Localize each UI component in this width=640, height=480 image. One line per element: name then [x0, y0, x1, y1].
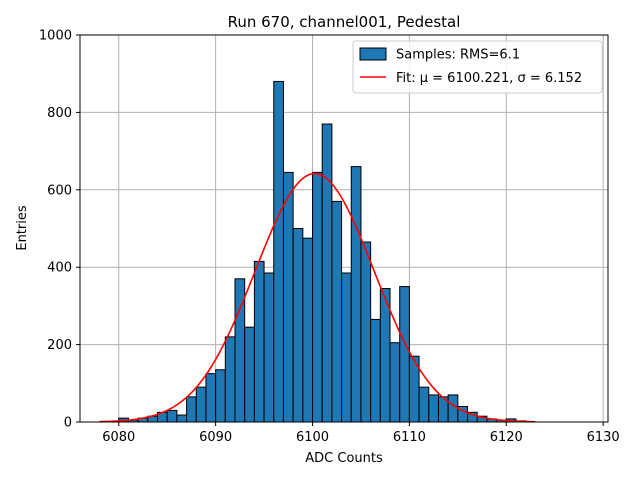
legend: Samples: RMS=6.1 Fit: μ = 6100.221, σ = … [352, 40, 603, 94]
x-tick-label: 6110 [393, 430, 426, 445]
plot-frame [79, 34, 609, 423]
histogram-bar [166, 409, 178, 423]
x-axis-label: ADC Counts [305, 451, 383, 466]
y-tick-label: 600 [47, 183, 72, 198]
y-tick-label: 200 [47, 338, 72, 353]
chart-title: Run 670, channel001, Pedestal [228, 13, 461, 31]
histogram-bars [118, 80, 527, 423]
histogram-bar [273, 80, 284, 423]
histogram-bar [215, 369, 226, 423]
histogram-bar [263, 272, 275, 423]
histogram-bar [418, 386, 430, 423]
histogram-bar [350, 166, 362, 423]
histogram-bar [331, 200, 343, 423]
y-tick-label: 1000 [39, 29, 72, 44]
histogram-bar [176, 414, 188, 423]
histogram-bar [292, 228, 304, 423]
y-axis-label: Entries [15, 205, 30, 251]
y-tick-label: 0 [64, 416, 72, 431]
histogram-bar [370, 318, 381, 423]
histogram-bar [399, 286, 410, 423]
histogram-bar [389, 342, 401, 423]
histogram-bar [360, 241, 372, 423]
histogram-bar [428, 394, 439, 423]
x-axis: 6080 6090 6100 6110 6120 6130 [102, 422, 620, 445]
histogram-bar [282, 171, 294, 423]
legend-swatch-samples [359, 47, 387, 61]
legend-label-samples: Samples: RMS=6.1 [396, 48, 520, 63]
histogram-bar [321, 123, 333, 423]
histogram-bar [244, 326, 255, 423]
x-tick-label: 6090 [199, 430, 232, 445]
y-axis: 0 200 400 600 800 1000 [39, 29, 80, 431]
histogram-bar [195, 386, 207, 423]
legend-label-fit: Fit: μ = 6100.221, σ = 6.152 [396, 71, 582, 86]
gaussian-fit-line [99, 172, 536, 423]
x-tick-label: 6120 [490, 430, 523, 445]
histogram-bar [302, 237, 314, 423]
histogram-bar [186, 396, 197, 423]
histogram-bar [205, 373, 217, 423]
x-tick-label: 6080 [102, 430, 135, 445]
histogram-bar [253, 260, 265, 423]
x-tick-label: 6100 [296, 430, 329, 445]
x-tick-label: 6130 [587, 430, 620, 445]
legend-box [352, 40, 603, 94]
histogram-bar [341, 272, 352, 423]
histogram-bar [312, 171, 323, 423]
y-tick-label: 400 [47, 261, 72, 276]
histogram-bar [447, 394, 459, 423]
histogram-bar [224, 336, 236, 423]
y-tick-label: 800 [47, 106, 72, 121]
